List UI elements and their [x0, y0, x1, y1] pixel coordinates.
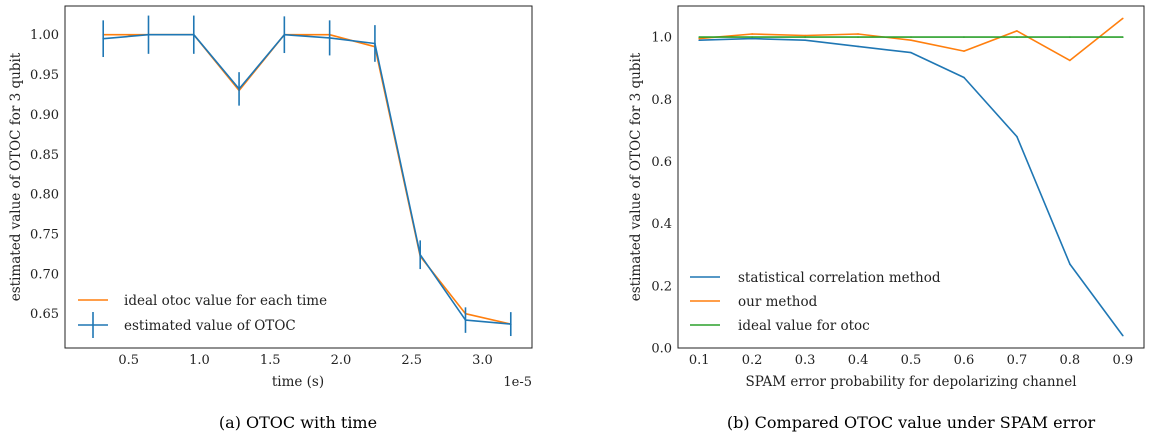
data-point-estimated-value-of-otoc: [102, 37, 105, 40]
data-point-statistical-correlation-method: [1016, 135, 1018, 138]
x-tick-label: 0.9: [1112, 353, 1133, 368]
data-point-ideal-value-for-otoc: [1122, 36, 1124, 38]
data-point-estimated-value-of-otoc: [419, 253, 422, 256]
data-point-our-method: [963, 50, 965, 52]
x-axis-label: time (s): [272, 374, 324, 390]
y-tick-label: 0.0: [651, 342, 672, 357]
data-point-statistical-correlation-method: [751, 37, 753, 40]
plot-frame: [64, 5, 533, 349]
x-tick-label: 0.6: [954, 353, 975, 368]
data-point-ideal-value-for-otoc: [751, 36, 753, 38]
x-axis-label: SPAM error probability for depolarizing …: [745, 374, 1076, 390]
data-point-statistical-correlation-method: [804, 39, 806, 41]
tick-labels: 0.5 1.0 1.5 2.0 2.5 3.0 0.65 0.70 0.75 0.80 0.85 0.…: [30, 28, 493, 368]
y-tick-label: 0.70: [30, 267, 59, 282]
x-tick-label: 3.0: [472, 353, 493, 368]
y-tick-label: 0.75: [30, 228, 59, 243]
data-point-ideal-value-for-otoc: [1016, 36, 1018, 38]
series-line-statistical-correlation-method: [699, 37, 1124, 337]
data-point-our-method: [1122, 17, 1124, 20]
x-tick-label: 0.2: [742, 353, 763, 368]
x-tick-label: 0.5: [118, 353, 139, 368]
y-tick-label: 0.80: [30, 188, 59, 203]
data-point-ideal-value-for-otoc: [804, 36, 806, 38]
x-axis-offset-label: 1e-5: [503, 375, 532, 390]
tick-labels: 0.1 0.2 0.3 0.4 0.5 0.6 0.7 0.8 0.9 0.0 0.2 0.4 0.6 0…: [651, 31, 1133, 368]
series-line-estimated-value-of-otoc: [103, 33, 511, 325]
data-point-our-method: [1069, 59, 1071, 62]
y-tick-label: 0.2: [651, 279, 672, 294]
y-tick-label: 0.95: [30, 68, 59, 83]
x-tick-label: 1.0: [189, 353, 210, 368]
legend-label-estimated-otoc: estimated value of OTOC: [124, 318, 296, 334]
legend: ideal otoc value for each time estimated…: [78, 293, 327, 338]
legend-label-ideal-value: ideal value for otoc: [738, 318, 870, 334]
x-tick-label: 2.0: [331, 353, 352, 368]
data-point-our-method: [698, 37, 700, 40]
data-point-estimated-value-of-otoc: [509, 323, 512, 325]
caption-b: (b) Compared OTOC value under SPAM error: [727, 413, 1096, 432]
x-tick-label: 0.5: [901, 353, 922, 368]
y-tick-label: 0.8: [651, 93, 672, 108]
data-point-ideal-value-for-otoc: [910, 36, 912, 38]
y-tick-label: 1.00: [30, 28, 59, 43]
x-tick-label: 1.5: [260, 353, 281, 368]
data-point-statistical-correlation-method: [857, 45, 859, 48]
y-tick-label: 0.85: [30, 148, 59, 163]
legend-label-statistical-correlation: statistical correlation method: [738, 270, 941, 286]
data-point-our-method: [751, 33, 753, 35]
data-point-estimated-value-of-otoc: [283, 33, 286, 36]
panel-otoc-with-time: 0.5 1.0 1.5 2.0 2.5 3.0 0.65 0.70 0.75 0.80 0.85 0.…: [8, 5, 533, 432]
data-point-estimated-value-of-otoc: [238, 88, 240, 90]
legend-label-ideal-otoc: ideal otoc value for each time: [124, 293, 327, 309]
x-tick-label: 2.5: [401, 353, 422, 368]
x-tick-label: 0.8: [1060, 353, 1081, 368]
series-layer: [698, 17, 1124, 337]
caption-a: (a) OTOC with time: [219, 413, 377, 432]
series-layer: [102, 15, 512, 337]
series-line-ideal-otoc-value-for-each-time: [103, 33, 511, 325]
legend: statistical correlation method our metho…: [690, 270, 941, 334]
y-axis-label: estimated value of OTOC for 3 qubit: [8, 52, 24, 301]
data-point-estimated-value-of-otoc: [147, 33, 150, 36]
data-point-estimated-value-of-otoc: [464, 319, 467, 321]
x-tick-label: 0.4: [848, 353, 869, 368]
data-point-our-method: [857, 33, 859, 35]
y-tick-label: 0.6: [651, 155, 672, 170]
data-point-our-method: [910, 39, 912, 41]
x-tick-label: 0.1: [689, 353, 710, 368]
legend-label-our-method: our method: [738, 294, 818, 310]
x-tick-label: 0.3: [795, 353, 816, 368]
plot-frame: [677, 5, 1145, 349]
data-point-estimated-value-of-otoc: [192, 33, 195, 36]
data-point-statistical-correlation-method: [698, 39, 700, 41]
y-tick-label: 0.65: [30, 307, 59, 322]
data-point-our-method: [804, 34, 806, 37]
data-point-statistical-correlation-method: [1069, 263, 1071, 265]
data-point-ideal-value-for-otoc: [857, 36, 859, 38]
data-point-statistical-correlation-method: [1122, 334, 1124, 337]
data-point-ideal-value-for-otoc: [963, 36, 965, 38]
data-point-statistical-correlation-method: [963, 76, 965, 79]
x-tick-label: 0.7: [1007, 353, 1028, 368]
data-point-ideal-value-for-otoc: [1069, 36, 1071, 38]
y-tick-label: 0.4: [651, 217, 672, 232]
data-point-ideal-value-for-otoc: [698, 36, 700, 38]
panel-spam-error: 0.1 0.2 0.3 0.4 0.5 0.6 0.7 0.8 0.9 0.0 0.2 0.4 0.6 0…: [628, 5, 1145, 432]
data-point-statistical-correlation-method: [910, 51, 912, 54]
y-axis-label: estimated value of OTOC for 3 qubit: [628, 52, 644, 301]
y-tick-label: 1.0: [651, 31, 672, 46]
data-point-estimated-value-of-otoc: [328, 37, 331, 39]
data-point-estimated-value-of-otoc: [374, 42, 376, 45]
y-tick-label: 0.90: [30, 108, 59, 123]
data-point-our-method: [1016, 30, 1018, 32]
